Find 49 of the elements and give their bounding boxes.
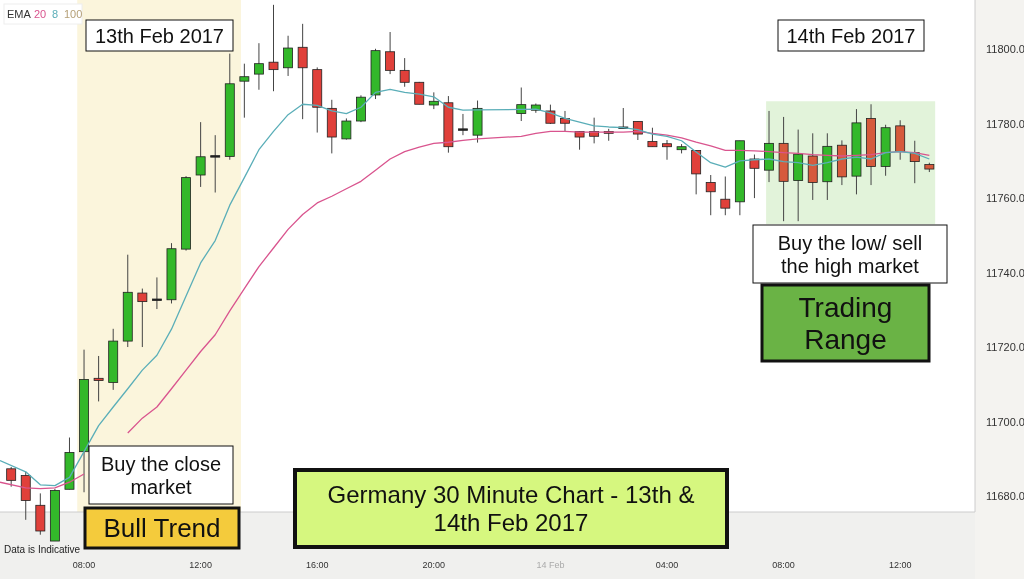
candlestick [268, 4, 279, 92]
y-tick-label: 11780.0 [986, 117, 1024, 130]
x-tick-label: 20:00 [422, 560, 446, 570]
y-tick-label: 11720.0 [986, 341, 1024, 354]
candlestick [691, 149, 702, 195]
legend-label: 100 [64, 8, 83, 20]
text: 20 [34, 8, 47, 20]
candlestick [283, 35, 293, 77]
annotation: 13th Feb 2017 [95, 24, 224, 47]
candlestick [516, 87, 527, 122]
candlestick [137, 288, 148, 348]
y-tick-label: 11740.0 [986, 266, 1024, 279]
candlestick [647, 127, 658, 148]
x-tick-label: 08:00 [772, 560, 795, 570]
x-tick-label: 12:00 [888, 560, 912, 570]
legend-title: EMA [7, 8, 32, 20]
candlestick [458, 113, 468, 136]
candlestick [705, 174, 716, 216]
x-tick-label: 12:00 [189, 560, 212, 570]
candlestick [385, 31, 396, 75]
candlestick [254, 42, 264, 91]
candlestick [239, 63, 250, 119]
candlestick [720, 176, 731, 216]
candlestick [6, 466, 17, 488]
y-tick-label: 11800.0 [986, 43, 1024, 56]
x-tick-label: 04:00 [655, 560, 679, 570]
text: Bull Trend [103, 513, 221, 544]
y-tick-label: 11760.0 [986, 192, 1024, 205]
text: Data is Indicative [4, 544, 81, 555]
candlestick [297, 23, 308, 120]
candlestick [662, 139, 672, 161]
candlestick [152, 276, 162, 310]
text: Germany 30 Minute Chart - 13th & 14th Feb 2017 [327, 481, 695, 536]
x-tick-label: 16:00 [305, 560, 329, 570]
annotation: Buy the low/ sell the high market [777, 231, 923, 277]
x-tick-label: 14 Feb [536, 560, 565, 570]
candlestick [341, 117, 352, 141]
candlestick [399, 57, 410, 88]
candlestick [93, 355, 104, 402]
x-tick-label: 08:00 [72, 560, 96, 570]
candlestick [210, 134, 221, 194]
candlestick [749, 154, 760, 199]
annotation: Buy the close market [100, 452, 222, 498]
annotation: Trading Range [798, 291, 893, 355]
text: 8 [52, 8, 59, 20]
y-tick-label: 11700.0 [986, 415, 1024, 428]
y-tick-label: 11680.0 [986, 490, 1024, 503]
candlestick [195, 121, 206, 188]
annotation: 14th Feb 2017 [786, 24, 916, 47]
